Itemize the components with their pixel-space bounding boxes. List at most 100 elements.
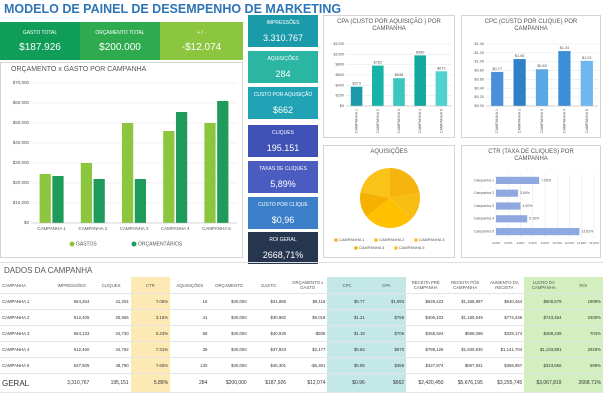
x-tick-label: CAMPANHA 2 bbox=[376, 109, 380, 133]
data-label: $980 bbox=[416, 50, 424, 54]
x-tick-label: 6.00% bbox=[529, 241, 538, 245]
x-tick-label: CAMPANHA 3 bbox=[540, 109, 544, 133]
chart-panel: CPA (CUSTO POR AQUISIÇÃO ) POR CAMPANHA $… bbox=[323, 15, 455, 138]
tile: TAXAS DE CLIQUES 5,89% bbox=[248, 161, 318, 193]
legend-label: CAMPANHA 1 bbox=[339, 237, 365, 242]
chart: $0.00 $0.20 $0.40 $0.60 $0.80 $1.00 $1.20 $1.40… bbox=[474, 42, 598, 133]
table-cell: $0.77 bbox=[327, 293, 367, 310]
table-cell: CAMPANHA 5 bbox=[0, 357, 52, 374]
bar bbox=[204, 123, 216, 223]
table-cell: $8,115 bbox=[288, 293, 328, 310]
x-tick-label: 12.00% bbox=[565, 241, 575, 245]
bar bbox=[217, 101, 229, 223]
table-cell: $1.21 bbox=[327, 309, 367, 326]
tile-label: AQUISIÇÕES bbox=[267, 56, 299, 62]
y-tick-label: $1000 bbox=[333, 52, 344, 56]
table-title: DADOS DA CAMPANHA bbox=[4, 266, 93, 275]
pie-slice bbox=[360, 192, 390, 217]
total-cell: $2,420,450 bbox=[406, 373, 446, 393]
table-cell: $329,174 bbox=[484, 325, 525, 342]
y-tick-label: $70,000 bbox=[13, 80, 30, 85]
y-tick-label: $1.00 bbox=[474, 60, 484, 64]
x-tick-label: CAMPANHA 1 bbox=[37, 226, 66, 231]
y-tick-label: Campanha 2 bbox=[474, 191, 494, 195]
y-tick-label: $0.20 bbox=[474, 95, 484, 99]
y-tick-label: Campanha 1 bbox=[474, 178, 494, 182]
y-tick-label: $200 bbox=[336, 94, 344, 98]
bar bbox=[52, 176, 64, 223]
table-cell: 704% bbox=[563, 325, 603, 342]
total-cell: $12,074 bbox=[288, 373, 328, 393]
tile-label: TAXAS DE CLIQUES bbox=[259, 166, 307, 172]
legend-swatch bbox=[131, 241, 137, 247]
total-cell: GERAL bbox=[0, 373, 52, 393]
table-cell: $0.95 bbox=[327, 357, 367, 374]
table-cell: $1.18 bbox=[327, 325, 367, 342]
column-header: CLIQUES bbox=[91, 277, 131, 294]
y-tick-label: Campanha 4 bbox=[474, 217, 494, 221]
bar bbox=[496, 228, 580, 236]
table-cell: 39 bbox=[170, 341, 210, 358]
table-cell: $0.84 bbox=[327, 341, 367, 358]
chart: $0 $200 $400 $600 $800 $1000 $1200 $373 CAMPANHA… bbox=[333, 42, 452, 133]
column-header: CPA bbox=[366, 277, 407, 294]
bar bbox=[496, 202, 521, 210]
x-tick-label: 4.00% bbox=[516, 241, 525, 245]
kpi-card: GASTO TOTAL $187.926 bbox=[0, 22, 80, 60]
y-tick-label: $10,000 bbox=[13, 200, 30, 205]
kpi-value: $200.000 bbox=[99, 42, 141, 53]
y-tick-label: $800 bbox=[336, 63, 344, 67]
x-tick-label: CAMPANHA 2 bbox=[78, 226, 107, 231]
chart: CAMPANHA 1 CAMPANHA 2 CAMPANHA 3 CAMPANHA 4… bbox=[334, 168, 445, 250]
kpi-value: -$12.074 bbox=[181, 42, 222, 53]
y-tick-label: $20,000 bbox=[13, 180, 30, 185]
tile-value: 3.310.767 bbox=[262, 33, 304, 43]
y-tick-label: Campanha 5 bbox=[474, 230, 494, 234]
total-cell: $3,067,819 bbox=[524, 373, 564, 393]
table-cell: $1,268,887 bbox=[445, 293, 485, 310]
table-cell: $970 bbox=[366, 341, 407, 358]
legend-label: CAMPANHA 5 bbox=[399, 245, 425, 250]
tile-value: $0,96 bbox=[271, 215, 295, 225]
bar bbox=[496, 189, 519, 197]
table-cell: $40,000 bbox=[209, 309, 249, 326]
column-header: ROI bbox=[563, 277, 603, 294]
table-cell: 41,204 bbox=[91, 293, 131, 310]
table-cell: $40,000 bbox=[209, 357, 249, 374]
tile: CLIQUES 195.151 bbox=[248, 125, 318, 157]
table-cell: 34,730 bbox=[91, 325, 131, 342]
column-header: IMPRESSÕES bbox=[52, 277, 92, 294]
column-header: ORÇAMENTO x GASTO bbox=[288, 277, 328, 294]
table-cell: $2,177 bbox=[288, 341, 328, 358]
legend-label: ORÇAMENTÁRIOS bbox=[138, 240, 183, 247]
table-cell: $406,103 bbox=[406, 309, 446, 326]
page-title: MODELO DE PAINEL DE DESEMPENHO DE MARKET… bbox=[4, 2, 342, 16]
data-label: $1.24 bbox=[560, 46, 570, 50]
pie-slice bbox=[390, 168, 420, 198]
x-tick-label: CAMPANHA 3 bbox=[120, 226, 149, 231]
x-tick-label: CAMPANHA 5 bbox=[439, 109, 443, 133]
table-cell: 16 bbox=[170, 293, 210, 310]
total-cell: $3,255,745 bbox=[484, 373, 525, 393]
chart-title: CPC (CUSTO POR CLIQUE) POR CAMPANHA bbox=[484, 19, 578, 32]
header-row: CAMPANHA IMPRESSÕES CLIQUES CTR AQUISIÇÕES OR… bbox=[0, 277, 603, 294]
tile-label: ROI GERAL bbox=[269, 237, 297, 243]
table-cell: $697,831 bbox=[445, 357, 485, 374]
y-tick-label: Campanha 3 bbox=[474, 204, 494, 208]
y-tick-label: $0 bbox=[24, 220, 30, 225]
chart-title: AQUISIÇÕES bbox=[370, 149, 408, 155]
campaign-table: CAMPANHA IMPRESSÕES CLIQUES CTR AQUISIÇÕES OR… bbox=[0, 277, 603, 393]
bar bbox=[175, 112, 188, 223]
bar bbox=[393, 78, 405, 106]
legend-label: CAMPANHA 2 bbox=[379, 237, 405, 242]
x-tick-label: 2.00% bbox=[504, 241, 513, 245]
table-cell: 25,665 bbox=[91, 309, 131, 326]
table-cell: $40,000 bbox=[209, 325, 249, 342]
bar bbox=[163, 131, 175, 223]
table-cell: $37,823 bbox=[248, 341, 289, 358]
table-row: CAMPANHA 5 637,505 48,790 7.65% 130 $40,000 $4… bbox=[0, 357, 603, 374]
legend-label: GASTOS bbox=[76, 241, 97, 247]
legend-swatch bbox=[69, 241, 75, 247]
table-cell: 44,762 bbox=[91, 341, 131, 358]
